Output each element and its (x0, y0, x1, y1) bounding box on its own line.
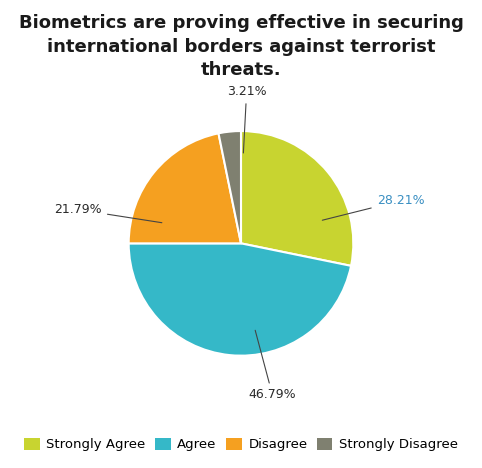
Text: Biometrics are proving effective in securing
international borders against terro: Biometrics are proving effective in secu… (19, 14, 463, 79)
Text: 21.79%: 21.79% (54, 203, 162, 223)
Text: 46.79%: 46.79% (249, 330, 296, 402)
Wedge shape (129, 133, 241, 243)
Legend: Strongly Agree, Agree, Disagree, Strongly Disagree: Strongly Agree, Agree, Disagree, Strongl… (19, 433, 463, 457)
Text: 28.21%: 28.21% (322, 194, 424, 220)
Wedge shape (129, 243, 351, 356)
Wedge shape (241, 131, 353, 266)
Wedge shape (218, 131, 241, 243)
Text: 3.21%: 3.21% (227, 85, 267, 153)
